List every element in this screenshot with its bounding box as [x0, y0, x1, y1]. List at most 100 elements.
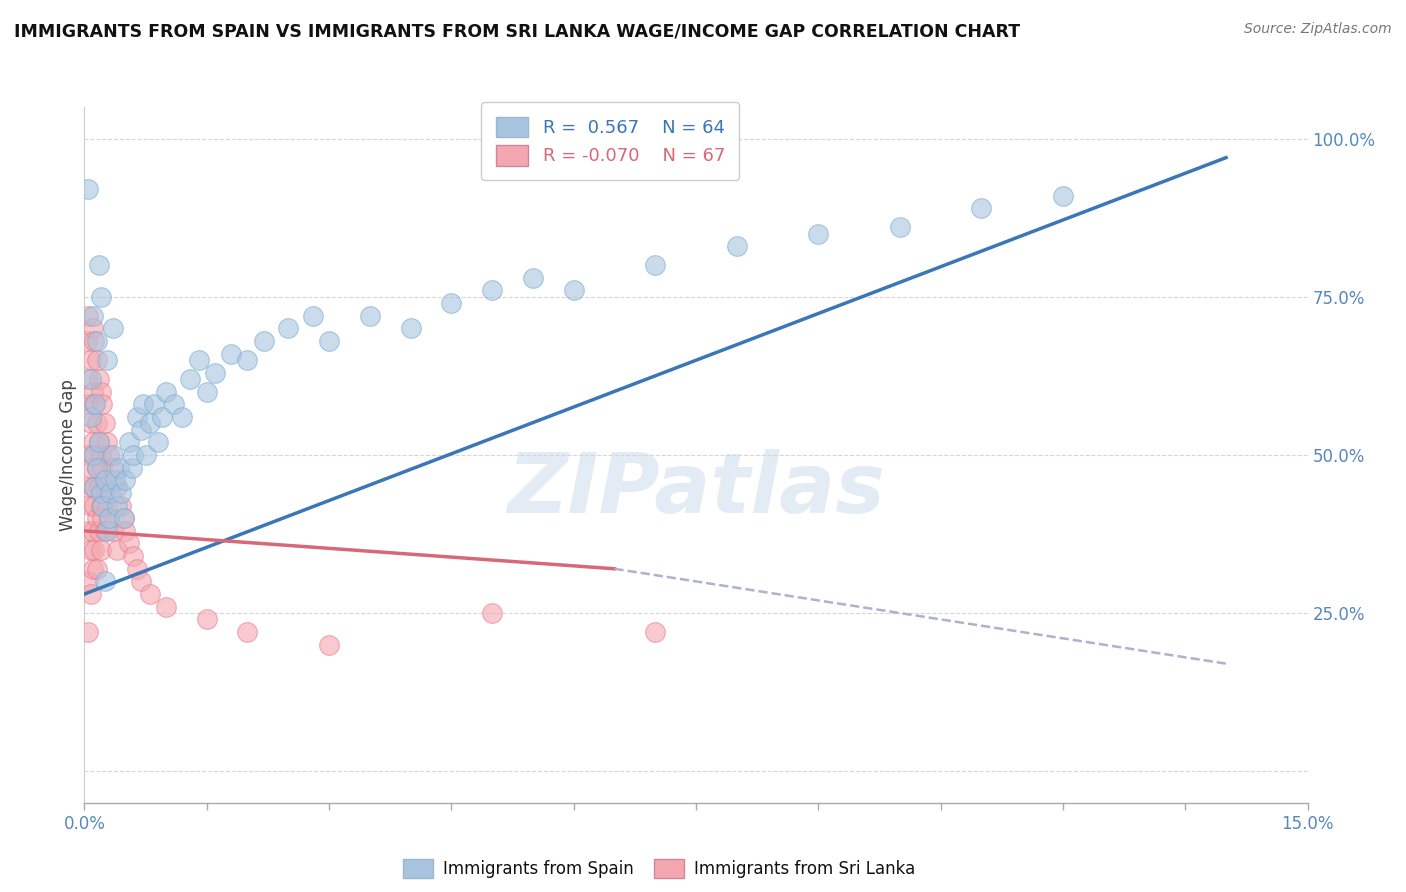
- Point: [97, 511, 120, 525]
- Point: [82, 479, 104, 493]
- Point: [127, 409, 149, 424]
- Point: [150, 409, 173, 424]
- Point: [101, 524, 124, 538]
- Point: [318, 638, 340, 652]
- Point: [107, 460, 129, 475]
- Point: [318, 334, 340, 348]
- Point: [87, 372, 110, 386]
- Point: [83, 479, 105, 493]
- Point: [84, 397, 107, 411]
- Point: [80, 372, 103, 386]
- Point: [97, 448, 120, 462]
- Point: [96, 499, 118, 513]
- Point: [86, 562, 108, 576]
- Point: [277, 321, 299, 335]
- Point: [253, 334, 276, 348]
- Point: [131, 423, 153, 437]
- Point: [93, 524, 117, 538]
- Point: [195, 384, 218, 399]
- Point: [110, 499, 132, 513]
- Point: [77, 182, 100, 196]
- Point: [138, 587, 160, 601]
- Point: [122, 549, 145, 563]
- Point: [87, 435, 110, 450]
- Point: [204, 366, 226, 380]
- Point: [236, 625, 259, 640]
- Point: [86, 417, 108, 431]
- Point: [93, 473, 117, 487]
- Point: [118, 435, 141, 450]
- Point: [97, 511, 120, 525]
- Point: [101, 460, 124, 475]
- Point: [83, 448, 105, 462]
- Point: [236, 353, 259, 368]
- Legend: Immigrants from Spain, Immigrants from Sri Lanka: Immigrants from Spain, Immigrants from S…: [396, 853, 922, 885]
- Point: [93, 417, 117, 431]
- Point: [93, 574, 117, 589]
- Point: [100, 486, 122, 500]
- Point: [90, 486, 112, 500]
- Point: [80, 353, 103, 368]
- Point: [86, 511, 108, 525]
- Point: [122, 448, 145, 462]
- Point: [91, 397, 114, 411]
- Point: [138, 417, 160, 431]
- Point: [86, 460, 108, 475]
- Point: [87, 258, 110, 272]
- Point: [91, 499, 114, 513]
- Point: [80, 587, 103, 601]
- Point: [90, 499, 112, 513]
- Point: [105, 542, 128, 557]
- Point: [114, 524, 136, 538]
- Point: [359, 309, 381, 323]
- Point: [90, 542, 112, 557]
- Point: [163, 397, 186, 411]
- Point: [146, 435, 169, 450]
- Point: [195, 612, 218, 626]
- Point: [440, 296, 463, 310]
- Point: [86, 334, 108, 348]
- Point: [114, 473, 136, 487]
- Text: ZIPatlas: ZIPatlas: [508, 450, 884, 530]
- Point: [399, 321, 422, 335]
- Point: [82, 524, 104, 538]
- Point: [91, 460, 114, 475]
- Point: [77, 309, 100, 323]
- Point: [96, 353, 118, 368]
- Point: [970, 201, 993, 215]
- Point: [80, 409, 103, 424]
- Point: [77, 524, 100, 538]
- Point: [522, 270, 544, 285]
- Point: [77, 372, 100, 386]
- Point: [86, 353, 108, 368]
- Point: [179, 372, 201, 386]
- Point: [118, 536, 141, 550]
- Point: [93, 479, 117, 493]
- Y-axis label: Wage/Income Gap: Wage/Income Gap: [59, 379, 77, 531]
- Point: [82, 448, 104, 462]
- Point: [142, 397, 165, 411]
- Point: [77, 574, 100, 589]
- Point: [132, 397, 155, 411]
- Point: [481, 284, 503, 298]
- Point: [82, 309, 104, 323]
- Point: [96, 524, 118, 538]
- Point: [112, 511, 135, 525]
- Text: Source: ZipAtlas.com: Source: ZipAtlas.com: [1244, 22, 1392, 37]
- Point: [155, 599, 177, 614]
- Point: [112, 511, 135, 525]
- Point: [889, 220, 911, 235]
- Point: [131, 574, 153, 589]
- Point: [562, 284, 585, 298]
- Text: IMMIGRANTS FROM SPAIN VS IMMIGRANTS FROM SRI LANKA WAGE/INCOME GAP CORRELATION C: IMMIGRANTS FROM SPAIN VS IMMIGRANTS FROM…: [14, 22, 1021, 40]
- Point: [83, 397, 105, 411]
- Point: [80, 542, 103, 557]
- Point: [91, 511, 114, 525]
- Point: [80, 460, 103, 475]
- Point: [219, 347, 242, 361]
- Point: [90, 290, 112, 304]
- Point: [83, 542, 105, 557]
- Point: [87, 435, 110, 450]
- Point: [104, 473, 127, 487]
- Point: [644, 258, 666, 272]
